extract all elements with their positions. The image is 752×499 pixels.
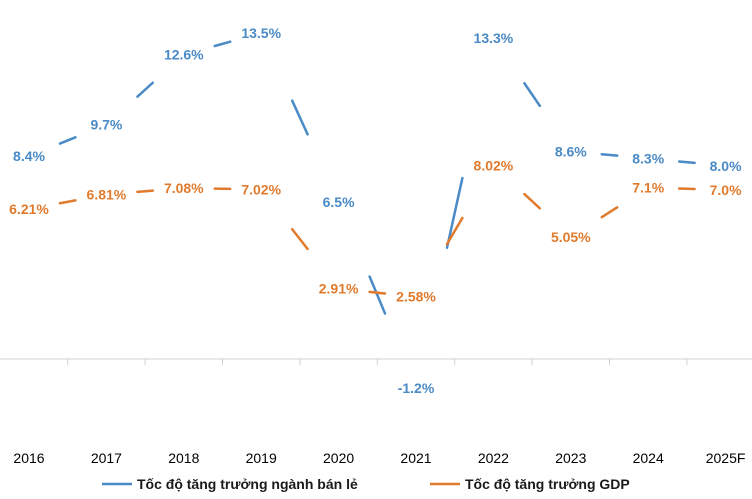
- data-label: 7.08%: [164, 180, 204, 196]
- x-tick-label: 2021: [400, 450, 431, 466]
- data-label: 2.91%: [319, 281, 359, 297]
- series-line-segment: [523, 192, 542, 210]
- series-line-segment: [368, 275, 387, 315]
- series-line-segment: [290, 227, 309, 251]
- legend-label-gdp: Tốc độ tăng trưởng GDP: [465, 476, 630, 492]
- data-label: 7.02%: [241, 181, 281, 197]
- data-label: 8.0%: [710, 158, 742, 174]
- data-label: 7.1%: [632, 180, 664, 196]
- series-line-segment: [290, 99, 309, 136]
- data-label: 13.3%: [474, 30, 514, 46]
- series-line-segment: [523, 82, 542, 108]
- series-line-segment: [445, 176, 464, 249]
- series-line-segment: [213, 40, 232, 48]
- data-label: 6.21%: [9, 201, 49, 217]
- data-label: 9.7%: [90, 117, 122, 133]
- series-line-segment: [600, 152, 619, 157]
- series-line-segment: [58, 199, 77, 205]
- series-line-segment: [677, 160, 696, 165]
- x-tick-label: 2017: [91, 450, 122, 466]
- x-axis-labels: 2016 2017 2018 2019 2020 2021 2022 2023 2024 2025…: [13, 450, 745, 466]
- data-label: 8.02%: [474, 157, 514, 173]
- series-line-segment: [136, 189, 155, 194]
- data-label: 8.3%: [632, 151, 664, 167]
- data-label: 6.5%: [323, 194, 355, 210]
- series-line-segment: [136, 81, 155, 98]
- x-tick-label: 2016: [13, 450, 44, 466]
- x-tick-label: 2023: [555, 450, 586, 466]
- data-label: 6.81%: [87, 187, 127, 203]
- data-label: 13.5%: [241, 25, 281, 41]
- axis-ticks: [67, 359, 688, 365]
- series-line-segment: [445, 216, 464, 246]
- data-label: 8.4%: [13, 148, 45, 164]
- x-tick-label: 2022: [478, 450, 509, 466]
- series-line-segment: [58, 136, 77, 145]
- series-lines: [58, 40, 696, 315]
- data-label: 12.6%: [164, 47, 204, 63]
- x-tick-label: 2019: [246, 450, 277, 466]
- x-tick-label: 2018: [168, 450, 199, 466]
- data-label: 2.58%: [396, 289, 436, 305]
- legend: Tốc độ tăng trưởng ngành bán lẻ Tốc độ t…: [102, 476, 630, 492]
- x-tick-label: 2020: [323, 450, 354, 466]
- series-line-segment: [600, 206, 619, 219]
- x-tick-label: 2025F: [706, 450, 746, 466]
- data-label: -1.2%: [398, 380, 435, 396]
- x-tick-label: 2024: [633, 450, 664, 466]
- data-labels: 8.4% 9.7% 12.6% 13.5% 6.5% -1.2% 13.3% 8.6% 8.3%…: [9, 25, 742, 396]
- series-line-segment: [368, 290, 387, 295]
- data-label: 7.0%: [710, 182, 742, 198]
- data-label: 5.05%: [551, 229, 591, 245]
- data-label: 8.6%: [555, 143, 587, 159]
- legend-label-retail: Tốc độ tăng trưởng ngành bán lẻ: [137, 476, 358, 492]
